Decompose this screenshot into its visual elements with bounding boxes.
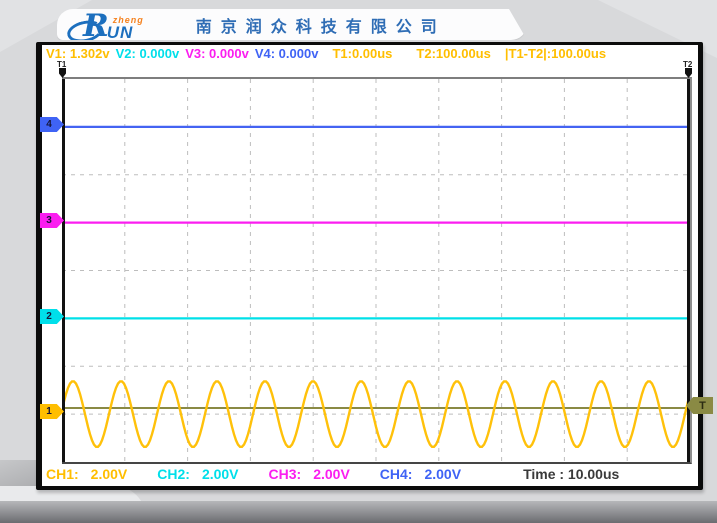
ch2-marker-number: 2 bbox=[46, 311, 52, 322]
ch3-label: CH3: bbox=[268, 466, 302, 482]
ch4-position-marker[interactable]: 4 bbox=[40, 117, 64, 132]
company-name: 南京润众科技有限公司 bbox=[195, 18, 446, 36]
ch1-position-marker[interactable]: 1 bbox=[40, 404, 64, 419]
ch4-marker-number: 4 bbox=[46, 119, 52, 130]
measurement-t1-t2-delta: |T1-T2|:100.00us bbox=[504, 46, 607, 61]
ch3-setting: CH3: 2.00V bbox=[269, 466, 350, 482]
measurement-v3: V3: 0.000v bbox=[185, 46, 249, 61]
ch1-scale-value: 2.00V bbox=[90, 466, 128, 482]
ch4-setting: CH4: 2.00V bbox=[380, 466, 461, 482]
ch3-marker-number: 3 bbox=[46, 215, 52, 226]
channel-settings-bar: CH1: 2.00V CH2: 2.00V CH3: 2.00V CH4: 2.… bbox=[46, 464, 619, 484]
run-logo: R zheng UN bbox=[83, 10, 144, 40]
scope-display-area: V1: 1.302v V2: 0.000v V3: 0.000v V4: 0.0… bbox=[40, 45, 713, 486]
measurement-v1: V1: 1.302v bbox=[46, 46, 110, 61]
measurement-bar: V1: 1.302v V2: 0.000v V3: 0.000v V4: 0.0… bbox=[46, 46, 612, 61]
oscilloscope-screen: V1: 1.302v V2: 0.000v V3: 0.000v V4: 0.0… bbox=[36, 42, 713, 490]
ch1-marker-number: 1 bbox=[46, 406, 52, 417]
ch2-label: CH2: bbox=[157, 466, 190, 482]
ch4-label: CH4: bbox=[379, 466, 413, 482]
bezel-bottom-band bbox=[0, 501, 717, 523]
t2-cursor-label: T2 bbox=[683, 60, 693, 69]
measurement-t2: T2:100.00us bbox=[416, 46, 491, 61]
ch3-position-marker[interactable]: 3 bbox=[40, 213, 64, 228]
waveform-plot[interactable] bbox=[62, 77, 692, 464]
measurement-v4: V4: 0.000v bbox=[254, 46, 319, 61]
t2-cursor-flag-icon[interactable] bbox=[685, 68, 692, 78]
t1-cursor-flag-icon[interactable] bbox=[59, 68, 66, 78]
t1-cursor-label: T1 bbox=[57, 60, 67, 69]
brand-header: R zheng UN 南京润众科技有限公司 bbox=[57, 9, 527, 40]
logo-un-text: UN bbox=[106, 22, 134, 42]
logo-zheng-text: zheng bbox=[112, 14, 144, 25]
trigger-level-marker[interactable]: T bbox=[686, 397, 713, 414]
measurement-v2: V2: 0.000v bbox=[115, 46, 180, 61]
ch3-scale-value: 2.00V bbox=[313, 466, 350, 482]
logo-letter-r: R bbox=[83, 7, 109, 44]
ch2-position-marker[interactable]: 2 bbox=[40, 309, 64, 324]
trigger-marker-label: T bbox=[699, 399, 706, 412]
ch1-label: CH1: bbox=[46, 466, 79, 482]
ch4-scale-value: 2.00V bbox=[424, 466, 462, 482]
ch2-setting: CH2: 2.00V bbox=[157, 466, 238, 482]
waveform-svg bbox=[62, 79, 690, 462]
measurement-t1: T1:0.00us bbox=[332, 46, 393, 61]
timebase-value: Time : 10.00us bbox=[523, 466, 620, 482]
ch1-setting: CH1: 2.00V bbox=[46, 466, 127, 482]
ch2-scale-value: 2.00V bbox=[201, 466, 239, 482]
